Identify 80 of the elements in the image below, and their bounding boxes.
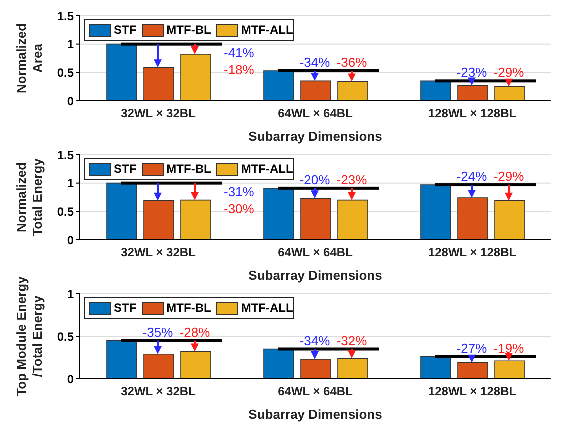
x-tick-label: 32WL × 32BL bbox=[121, 384, 196, 399]
annotation: -20% bbox=[300, 172, 331, 188]
y-tick-label: 1 bbox=[67, 287, 74, 302]
bar bbox=[300, 359, 332, 379]
bar bbox=[338, 358, 368, 379]
legend-label: STF bbox=[114, 162, 137, 176]
annotation: -23% bbox=[456, 65, 488, 80]
legend-label: MTF-ALL bbox=[241, 23, 294, 37]
bar bbox=[420, 80, 452, 101]
bar bbox=[180, 54, 212, 101]
bar bbox=[264, 348, 294, 379]
annotation: -23% bbox=[336, 172, 368, 188]
x-axis-title: Subarray Dimensions bbox=[248, 129, 382, 144]
bar bbox=[300, 198, 332, 240]
annotation: -35% bbox=[142, 324, 174, 340]
annotation: -34% bbox=[300, 333, 331, 348]
annotation: -27% bbox=[456, 340, 488, 356]
bar bbox=[458, 198, 488, 240]
y-tick-label: 1 bbox=[67, 176, 74, 191]
annotation: -29% bbox=[494, 169, 525, 184]
bar bbox=[106, 44, 138, 101]
y-tick-label: 0.5 bbox=[57, 66, 74, 80]
bar bbox=[494, 360, 526, 379]
y-tick-label: 0.5 bbox=[57, 330, 74, 344]
x-tick-label: 32WL × 32BL bbox=[121, 246, 196, 260]
y-tick-label: 0 bbox=[67, 94, 74, 108]
y-axis-title: Normalized Area bbox=[14, 23, 45, 94]
bar bbox=[338, 200, 368, 240]
annotation: -28% bbox=[180, 324, 211, 340]
y-axis-title: Normalized Total Energy bbox=[14, 158, 45, 236]
x-tick-label: 64WL × 64BL bbox=[278, 106, 353, 121]
x-axis-title: Subarray Dimensions bbox=[248, 407, 382, 422]
legend-label: STF bbox=[114, 301, 137, 315]
y-tick-label: 1.5 bbox=[57, 9, 74, 24]
x-tick-label: 64WL × 64BL bbox=[278, 384, 353, 399]
bar bbox=[144, 200, 174, 240]
annotation: -31% bbox=[224, 184, 255, 200]
bar bbox=[458, 85, 488, 101]
y-tick-label: 0.5 bbox=[57, 204, 74, 219]
legend-label: MTF-BL bbox=[166, 162, 212, 176]
bar bbox=[420, 356, 452, 379]
annotation: -36% bbox=[336, 54, 368, 70]
bar bbox=[144, 67, 174, 101]
annotation: -34% bbox=[300, 54, 331, 70]
legend-label: MTF-ALL bbox=[241, 301, 294, 315]
x-tick-label: 128WL × 128BL bbox=[428, 246, 517, 260]
bar bbox=[458, 362, 488, 379]
annotation: -18% bbox=[224, 62, 255, 78]
bar bbox=[144, 354, 174, 379]
x-tick-label: 128WL × 128BL bbox=[428, 106, 517, 121]
bar bbox=[106, 182, 138, 240]
annotation: -19% bbox=[494, 340, 525, 356]
bar bbox=[338, 81, 368, 101]
bar bbox=[264, 188, 294, 240]
annotation: -24% bbox=[456, 169, 488, 184]
y-tick-label: 0 bbox=[67, 372, 74, 386]
x-tick-label: 32WL × 32BL bbox=[121, 106, 196, 121]
bar bbox=[420, 184, 452, 240]
legend-label: MTF-BL bbox=[166, 301, 212, 315]
bar bbox=[300, 80, 332, 101]
bar bbox=[180, 200, 212, 240]
x-axis-title: Subarray Dimensions bbox=[248, 268, 382, 283]
y-tick-label: 1 bbox=[67, 38, 74, 52]
y-tick-label: 1.5 bbox=[57, 148, 74, 162]
legend-label: STF bbox=[114, 23, 137, 37]
annotation: -41% bbox=[224, 45, 255, 60]
bar bbox=[494, 86, 526, 101]
y-tick-label: 0 bbox=[67, 233, 74, 248]
annotation: -29% bbox=[494, 65, 525, 80]
annotation: -32% bbox=[336, 333, 368, 348]
legend-label: MTF-ALL bbox=[241, 162, 294, 176]
x-tick-label: 64WL × 64BL bbox=[278, 246, 353, 260]
legend-label: MTF-BL bbox=[166, 23, 212, 37]
bar bbox=[106, 340, 138, 379]
bar bbox=[494, 200, 526, 240]
bar bbox=[180, 351, 212, 379]
bar bbox=[264, 70, 294, 101]
x-tick-label: 128WL × 128BL bbox=[428, 384, 517, 399]
annotation: -30% bbox=[224, 201, 255, 216]
y-axis-title: Top Module Energy /Total Energy bbox=[14, 276, 45, 396]
